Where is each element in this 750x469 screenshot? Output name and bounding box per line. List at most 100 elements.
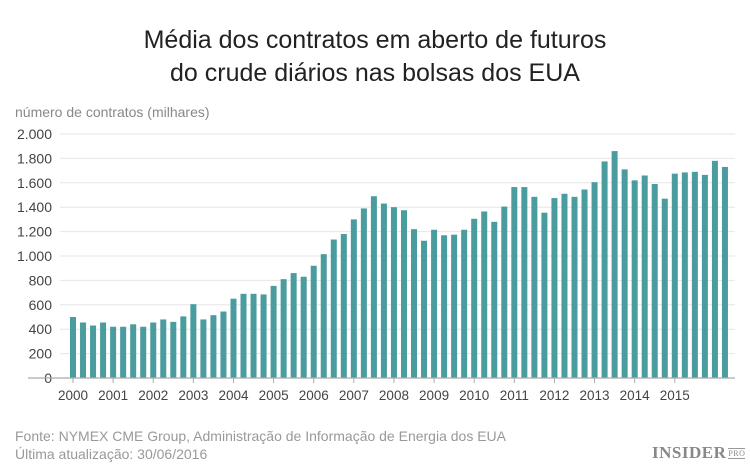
bar: [190, 304, 197, 378]
bar: [200, 319, 207, 378]
y-tick-label: 200: [29, 346, 53, 362]
x-tick-label: 2002: [138, 388, 168, 403]
bar: [130, 324, 137, 378]
bar: [441, 235, 448, 378]
bar: [100, 322, 107, 378]
bar: [711, 160, 718, 378]
bar: [380, 203, 387, 378]
bar: [531, 196, 538, 378]
x-tick-label: 2007: [339, 388, 369, 403]
source-note: Fonte: NYMEX CME Group, Administração de…: [15, 428, 507, 444]
bar: [330, 239, 337, 378]
logo-main: INSIDER: [652, 443, 727, 462]
bar: [431, 229, 438, 378]
bar: [170, 321, 177, 378]
bar: [421, 240, 428, 378]
logo-suffix: PRO: [728, 448, 746, 459]
bar: [551, 198, 558, 378]
bar: [541, 212, 548, 378]
bar: [611, 151, 618, 378]
y-tick-label: 2.000: [17, 126, 52, 142]
x-tick-label: 2010: [459, 388, 489, 403]
x-tick-label: 2006: [299, 388, 329, 403]
x-tick-label: 2012: [539, 388, 569, 403]
bar: [671, 173, 678, 378]
y-tick-label: 1.600: [17, 175, 52, 191]
bar: [280, 279, 287, 378]
bar: [260, 294, 267, 378]
bar: [160, 319, 167, 378]
bar: [561, 193, 568, 378]
updated-note: Última atualização: 30/06/2016: [15, 446, 208, 462]
bar: [240, 293, 247, 378]
x-tick-label: 2013: [580, 388, 610, 403]
x-tick-label: 2005: [259, 388, 289, 403]
bar: [120, 326, 127, 378]
x-tick-label: 2014: [620, 388, 651, 403]
bar: [521, 187, 528, 378]
bar: [691, 171, 698, 378]
x-tick-label: 2008: [379, 388, 409, 403]
y-axis-label: número de contratos (milhares): [15, 104, 210, 120]
bar: [411, 229, 418, 378]
bar: [631, 180, 638, 378]
bar: [360, 208, 367, 378]
bar: [601, 161, 608, 378]
bar: [641, 175, 648, 378]
bar: [481, 211, 488, 378]
y-tick-label: 1.200: [17, 224, 52, 240]
bar: [80, 322, 87, 378]
bar: [270, 285, 277, 378]
bar-chart: 02004006008001.0001.2001.4001.6001.8002.…: [17, 126, 735, 403]
y-tick-label: 1.400: [17, 199, 52, 215]
bar: [370, 196, 377, 378]
bar: [501, 206, 508, 378]
y-tick-label: 400: [29, 321, 53, 337]
bar: [511, 187, 518, 378]
bar: [451, 234, 458, 378]
bar: [581, 189, 588, 378]
y-tick-label: 1.000: [17, 248, 52, 264]
bar: [220, 311, 227, 378]
bar: [310, 265, 317, 378]
x-tick-label: 2015: [660, 388, 690, 403]
bar: [70, 317, 76, 378]
chart-title-line-1: Média dos contratos em aberto de futuros: [143, 26, 607, 54]
x-tick-label: 2009: [419, 388, 449, 403]
bar: [150, 322, 157, 378]
bar: [110, 326, 117, 378]
insider-pro-logo: INSIDER PRO: [652, 443, 746, 463]
bar: [681, 172, 688, 378]
bar: [140, 326, 147, 378]
bar: [661, 198, 668, 378]
bar: [320, 254, 327, 378]
bar: [471, 218, 478, 378]
bar: [210, 315, 217, 378]
bar: [461, 229, 468, 378]
bar: [300, 276, 307, 378]
bar: [250, 293, 257, 378]
x-tick-label: 2004: [218, 388, 249, 403]
y-tick-label: 800: [29, 272, 53, 288]
x-tick-label: 2003: [178, 388, 208, 403]
y-tick-label: 600: [29, 297, 53, 313]
y-tick-label: 1.800: [17, 150, 52, 166]
bar: [290, 273, 297, 378]
bar: [621, 169, 628, 378]
bar: [180, 316, 187, 378]
bar: [340, 234, 347, 378]
bar: [721, 166, 728, 378]
bar: [90, 325, 97, 378]
bar: [701, 174, 708, 378]
bar: [350, 219, 357, 378]
bar: [491, 221, 498, 378]
bar: [571, 196, 578, 378]
chart-title: Média dos contratos em aberto de futuros…: [0, 24, 750, 90]
bar: [390, 207, 397, 378]
bar: [651, 184, 658, 378]
bar: [230, 298, 237, 378]
x-tick-label: 2001: [98, 388, 128, 403]
chart-title-line-2: do crude diários nas bolsas dos EUA: [170, 59, 580, 87]
bar: [400, 210, 407, 378]
x-tick-label: 2000: [58, 388, 88, 403]
